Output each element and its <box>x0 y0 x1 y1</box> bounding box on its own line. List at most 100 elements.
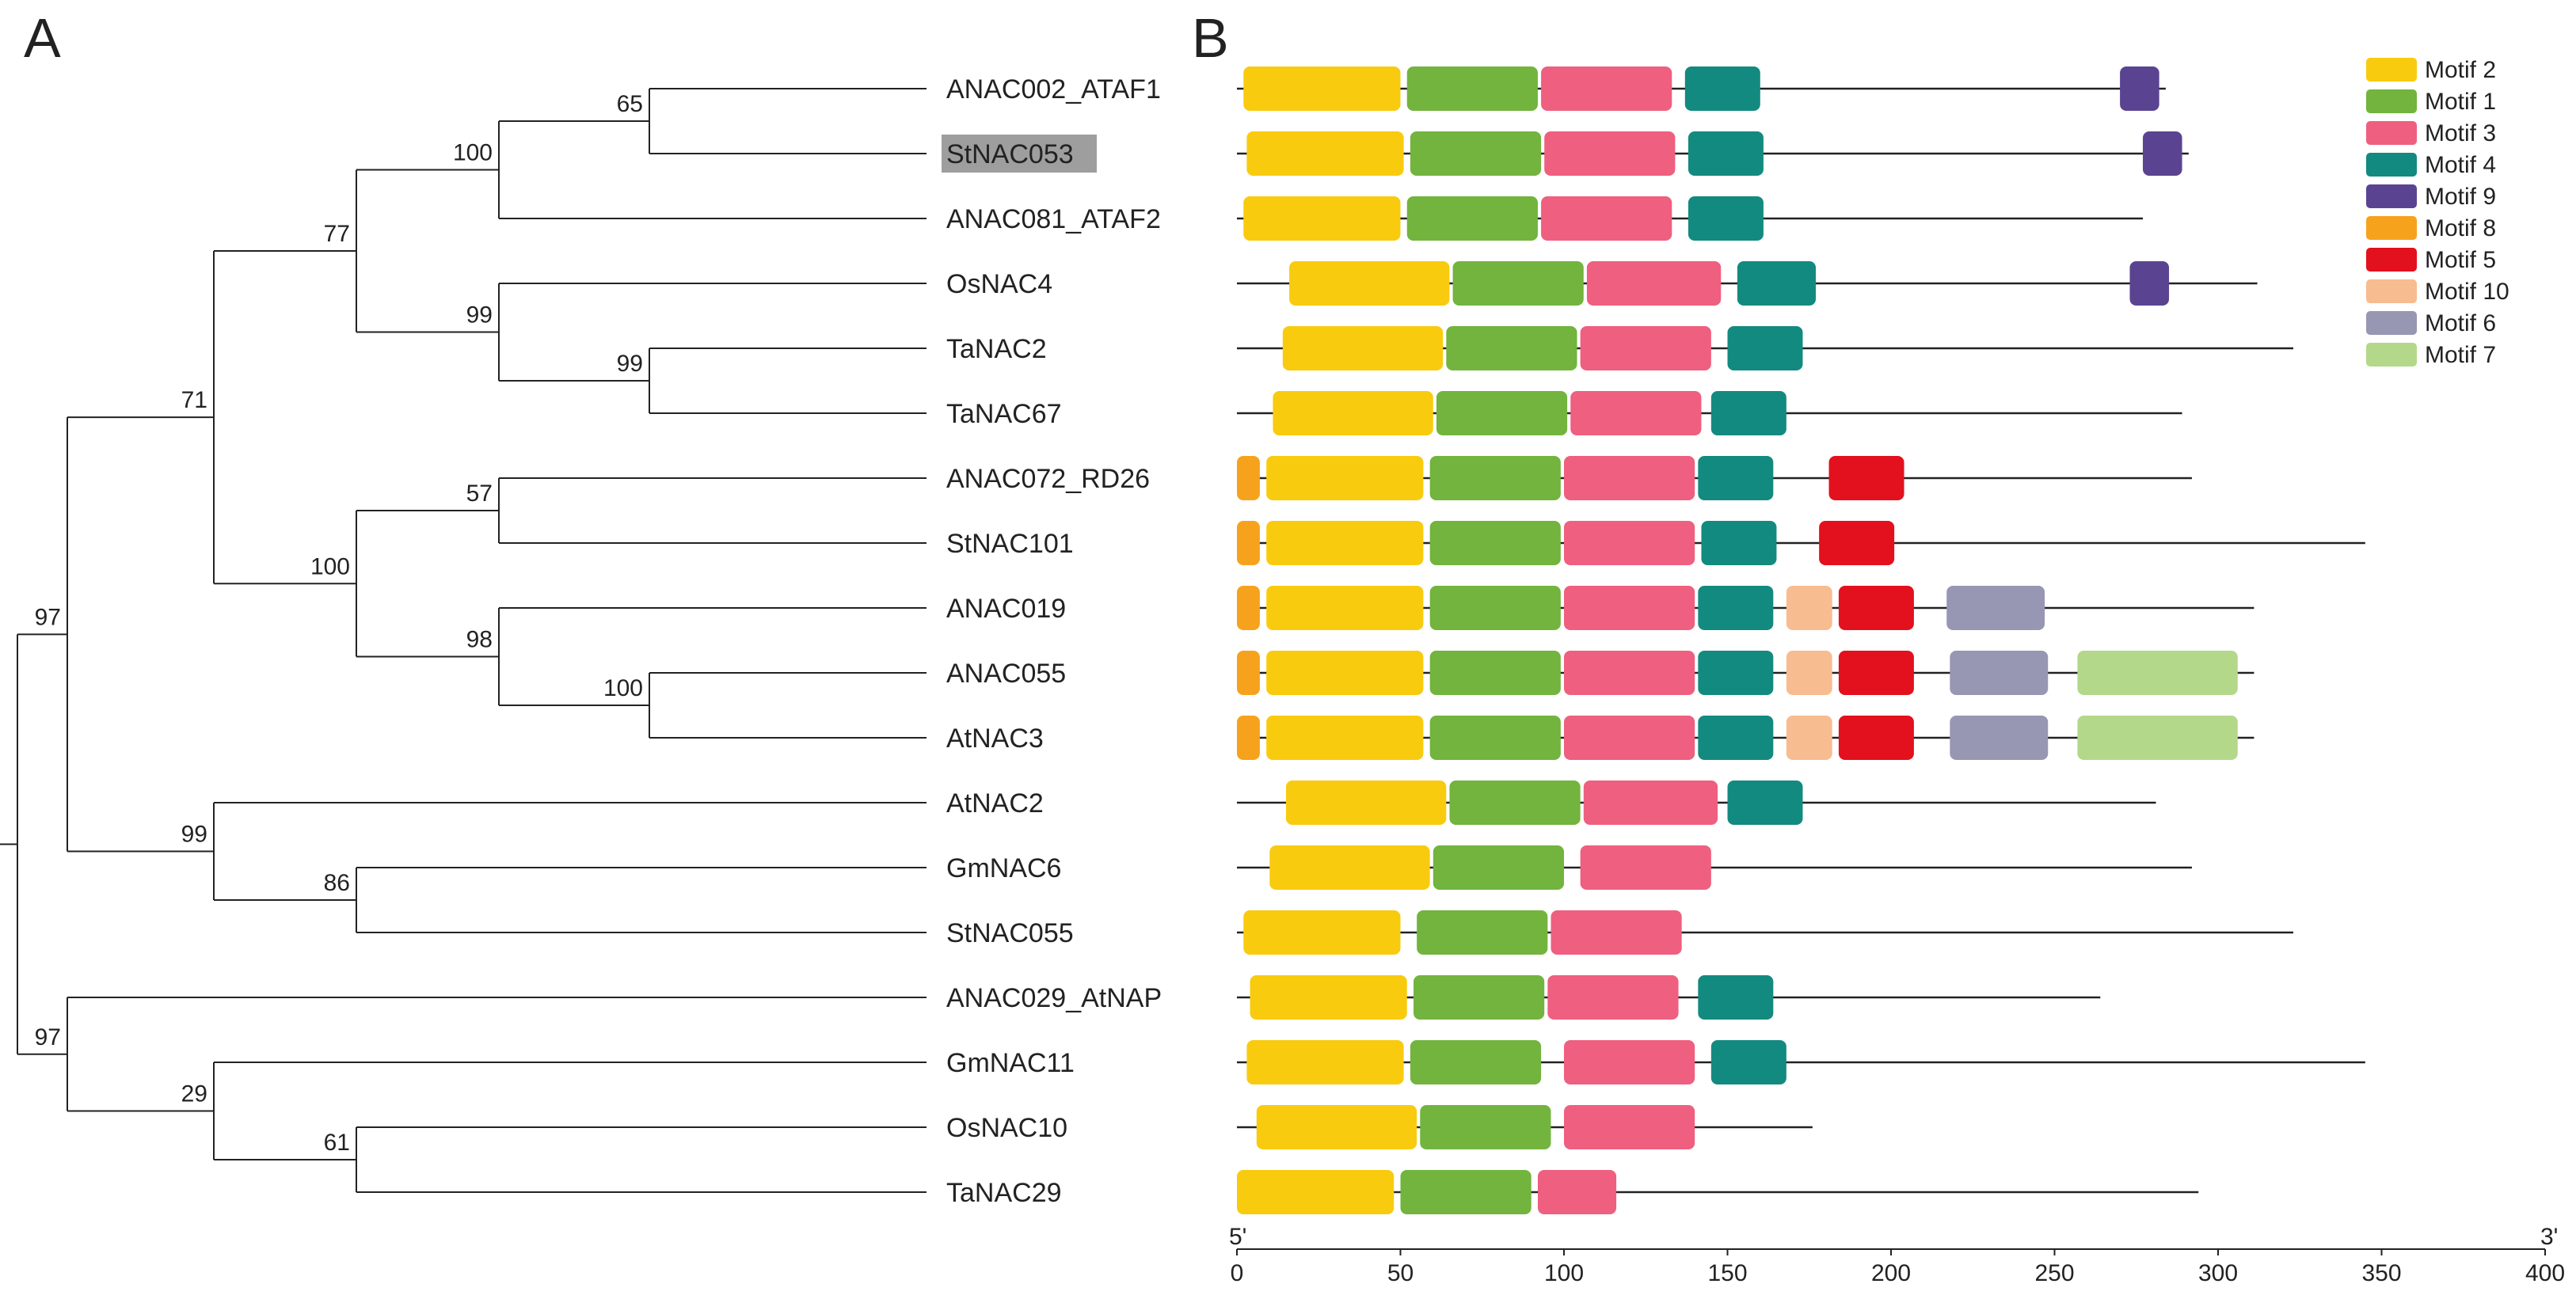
motif-box-motif-8 <box>1237 586 1260 630</box>
motif-box-motif-2 <box>1246 131 1404 176</box>
axis-tick-label: 300 <box>2198 1260 2238 1286</box>
leaf-label: GmNAC11 <box>946 1048 1075 1078</box>
bootstrap-value: 100 <box>310 553 350 579</box>
motif-box-motif-10 <box>1786 586 1832 630</box>
motif-box-motif-1 <box>1420 1105 1551 1149</box>
motif-box-motif-8 <box>1237 716 1260 760</box>
leaf-label: ANAC029_AtNAP <box>946 983 1162 1013</box>
axis-tick-label: 200 <box>1871 1260 1911 1286</box>
motif-box-motif-4 <box>1710 391 1786 435</box>
motif-box-motif-3 <box>1564 586 1695 630</box>
motif-box-motif-2 <box>1243 910 1401 955</box>
motif-box-motif-1 <box>1449 781 1581 825</box>
motif-box-motif-3 <box>1583 781 1718 825</box>
leaf-label: StNAC101 <box>946 529 1074 559</box>
leaf-label: TaNAC2 <box>946 334 1047 364</box>
axis-tick-label: 0 <box>1231 1260 1244 1286</box>
legend-label: Motif 5 <box>2425 247 2496 273</box>
axis-tick-label: 100 <box>1544 1260 1584 1286</box>
legend-swatch <box>2366 121 2417 145</box>
motif-box-motif-4 <box>1698 716 1774 760</box>
legend-label: Motif 4 <box>2425 152 2496 178</box>
panel-label-a: A <box>24 7 61 69</box>
leaf-label: TaNAC29 <box>946 1178 1062 1208</box>
leaf-label: ANAC081_ATAF2 <box>946 204 1161 234</box>
motif-box-motif-5 <box>1828 456 1904 500</box>
motif-box-motif-1 <box>1417 910 1548 955</box>
legend-swatch <box>2366 216 2417 240</box>
bootstrap-value: 71 <box>181 387 207 413</box>
motif-box-motif-9 <box>2129 261 2170 306</box>
bootstrap-value: 97 <box>35 1024 61 1050</box>
motif-box-motif-3 <box>1537 1170 1617 1214</box>
motif-box-motif-3 <box>1564 716 1695 760</box>
leaf-label: OsNAC10 <box>946 1113 1067 1143</box>
motif-box-motif-2 <box>1250 975 1407 1020</box>
leaf-label: ANAC055 <box>946 659 1066 689</box>
motif-box-motif-5 <box>1838 716 1914 760</box>
leaf-label: ANAC002_ATAF1 <box>946 74 1161 104</box>
motif-box-motif-2 <box>1266 586 1424 630</box>
leaf-label: AtNAC2 <box>946 788 1044 819</box>
motif-box-motif-1 <box>1433 845 1564 890</box>
motif-box-motif-2 <box>1266 456 1424 500</box>
motif-box-motif-3 <box>1551 910 1682 955</box>
motif-box-motif-2 <box>1289 261 1450 306</box>
motif-box-motif-10 <box>1786 716 1832 760</box>
bootstrap-value: 98 <box>466 627 493 653</box>
axis-tick-label: 250 <box>2034 1260 2074 1286</box>
motif-box-motif-1 <box>1436 391 1568 435</box>
motif-box-motif-4 <box>1688 131 1764 176</box>
motif-box-motif-6 <box>1950 651 2049 695</box>
motif-box-motif-1 <box>1429 586 1561 630</box>
motif-box-motif-2 <box>1282 326 1444 370</box>
motif-box-motif-3 <box>1541 66 1672 111</box>
motif-box-motif-4 <box>1698 975 1774 1020</box>
motif-box-motif-4 <box>1701 521 1777 565</box>
motif-box-motif-2 <box>1246 1040 1404 1084</box>
leaf-label: ANAC072_RD26 <box>946 464 1150 494</box>
motif-box-motif-3 <box>1547 975 1679 1020</box>
leaf-label: TaNAC67 <box>946 399 1062 429</box>
leaf-label: AtNAC3 <box>946 724 1044 754</box>
motif-box-motif-1 <box>1429 521 1561 565</box>
motif-box-motif-9 <box>2143 131 2182 176</box>
leaf-label: GmNAC6 <box>946 853 1061 883</box>
motif-box-motif-3 <box>1580 326 1711 370</box>
motif-box-motif-4 <box>1727 781 1803 825</box>
legend-swatch <box>2366 248 2417 272</box>
motif-box-motif-2 <box>1243 66 1401 111</box>
legend-label: Motif 8 <box>2425 215 2496 241</box>
motif-box-motif-6 <box>1946 586 2045 630</box>
motif-box-motif-4 <box>1698 651 1774 695</box>
bootstrap-value: 61 <box>324 1130 350 1156</box>
motif-box-motif-5 <box>1838 651 1914 695</box>
motif-box-motif-2 <box>1266 716 1424 760</box>
motif-box-motif-7 <box>2077 716 2238 760</box>
motif-box-motif-3 <box>1570 391 1702 435</box>
motif-box-motif-10 <box>1786 651 1832 695</box>
motif-box-motif-4 <box>1698 586 1774 630</box>
bootstrap-value: 99 <box>466 302 493 329</box>
motif-box-motif-8 <box>1237 456 1260 500</box>
legend-swatch <box>2366 279 2417 303</box>
motif-box-motif-5 <box>1838 586 1914 630</box>
leaf-label: StNAC053 <box>946 139 1074 169</box>
motif-box-motif-8 <box>1237 651 1260 695</box>
bootstrap-value: 29 <box>181 1081 207 1107</box>
legend-swatch <box>2366 153 2417 177</box>
axis-tick-label: 350 <box>2361 1260 2401 1286</box>
motif-box-motif-2 <box>1237 1170 1395 1214</box>
motif-box-motif-7 <box>2077 651 2238 695</box>
motif-box-motif-2 <box>1243 196 1401 241</box>
legend-label: Motif 6 <box>2425 310 2496 336</box>
bootstrap-value: 99 <box>617 351 643 377</box>
three-prime-label: 3' <box>2540 1224 2558 1250</box>
motif-box-motif-1 <box>1429 651 1561 695</box>
axis-tick-label: 400 <box>2525 1260 2565 1286</box>
axis-tick-label: 150 <box>1707 1260 1747 1286</box>
motif-box-motif-3 <box>1586 261 1722 306</box>
axis-tick-label: 50 <box>1387 1260 1414 1286</box>
motif-box-motif-1 <box>1446 326 1577 370</box>
